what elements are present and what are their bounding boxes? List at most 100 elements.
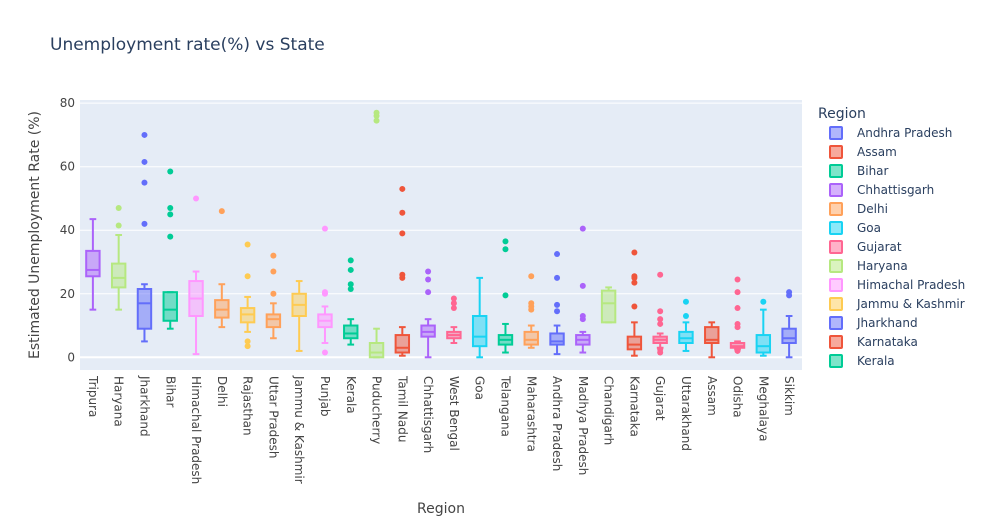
box-uttarakhand — [678, 298, 694, 352]
x-tick-label: Meghalaya — [756, 376, 770, 441]
legend-item: Assam — [829, 145, 897, 159]
y-tick-label: 60 — [60, 160, 75, 174]
outlier-point — [425, 276, 432, 283]
legend-item: Chhattisgarh — [829, 183, 934, 197]
outlier-point — [734, 320, 741, 327]
outlier-point — [399, 271, 406, 278]
iqr-box — [781, 327, 797, 344]
legend-swatch — [829, 126, 843, 140]
outlier-point — [528, 273, 535, 280]
outlier-point — [321, 289, 328, 296]
x-tick-label: Telangana — [498, 375, 512, 437]
box-goa — [471, 276, 488, 359]
legend-swatch — [829, 145, 843, 159]
box-madhya-pradesh — [575, 225, 591, 354]
iqr-box — [85, 249, 101, 278]
x-tick-label: Jammu & Kashmir — [292, 375, 306, 484]
outlier-point — [734, 289, 741, 296]
box-gujarat — [652, 271, 668, 356]
x-tick-label: Sikkim — [782, 376, 796, 416]
iqr-box — [265, 313, 282, 329]
box-delhi — [214, 208, 230, 329]
legend-swatch — [829, 183, 843, 197]
chart-title: Unemployment rate(%) vs State — [50, 35, 325, 55]
box-puducherry — [368, 109, 385, 359]
outlier-point — [425, 268, 432, 275]
outlier-point — [244, 338, 251, 345]
legend-title: Region — [818, 106, 866, 122]
outlier-point — [657, 346, 664, 353]
x-tick-label: Chandigarh — [602, 376, 616, 445]
legend-swatch — [829, 354, 843, 368]
legend-item: Haryana — [829, 259, 908, 273]
outlier-point — [786, 289, 793, 296]
outlier-point — [657, 316, 664, 323]
outlier-point — [450, 295, 457, 302]
legend-swatch — [829, 259, 843, 273]
box-jharkhand — [136, 131, 153, 343]
x-tick-label: Madhya Pradesh — [576, 376, 590, 475]
box-karnataka — [626, 249, 643, 357]
outlier-point — [631, 249, 638, 256]
legend-label: Kerala — [857, 354, 895, 368]
legend-swatch — [829, 164, 843, 178]
legend-item: Kerala — [829, 354, 895, 368]
outlier-point — [399, 185, 406, 192]
iqr-box — [343, 324, 359, 340]
outlier-point — [425, 289, 432, 296]
outlier-point — [347, 281, 354, 288]
x-tick-label: Uttar Pradesh — [266, 376, 280, 458]
legend-item: Bihar — [829, 164, 889, 178]
x-tick-label: Tripura — [86, 375, 100, 417]
outlier-point — [502, 292, 509, 299]
outlier-point — [657, 271, 664, 278]
outlier-point — [579, 313, 586, 319]
box-odisha — [729, 276, 746, 354]
box-west-bengal — [446, 295, 462, 344]
x-tick-label: West Bengal — [447, 376, 461, 451]
box-series — [85, 109, 797, 359]
box-assam — [704, 321, 720, 359]
box-uttar-pradesh — [265, 252, 282, 340]
outlier-point — [682, 298, 689, 305]
outlier-point — [347, 286, 354, 292]
box-andhra-pradesh — [549, 251, 565, 356]
y-tick-label: 40 — [60, 223, 75, 237]
y-axis-title: Estimated Unemployment Rate (%) — [27, 111, 43, 359]
box-tripura — [85, 218, 101, 311]
outlier-point — [244, 273, 251, 280]
outlier-point — [657, 320, 664, 327]
box-jammu-kashmir — [291, 280, 307, 352]
x-tick-label: Uttarakhand — [679, 376, 693, 451]
x-tick-label: Assam — [705, 376, 719, 416]
legend-item: Karnataka — [829, 335, 918, 349]
outlier-point — [347, 257, 354, 264]
x-tick-label: Himachal Pradesh — [189, 376, 203, 484]
legend-label: Delhi — [857, 202, 888, 216]
legend-swatch — [829, 202, 843, 216]
outlier-point — [554, 301, 561, 308]
outlier-point — [270, 268, 277, 275]
x-tick-label: Bihar — [163, 376, 177, 408]
box-telangana — [497, 238, 514, 354]
legend-swatch — [829, 316, 843, 330]
legend-label: Himachal Pradesh — [857, 278, 965, 292]
iqr-box — [600, 289, 617, 324]
box-rajasthan — [239, 241, 256, 350]
outlier-point — [502, 238, 509, 245]
iqr-box — [523, 330, 539, 346]
outlier-point — [141, 220, 148, 227]
outlier-point — [760, 298, 767, 305]
x-axis-ticks: Tripura Haryana Jharkhand Bihar Himachal Pra… — [86, 375, 796, 484]
y-axis-ticks: 0 20 40 60 80 — [60, 96, 75, 364]
outlier-point — [167, 233, 174, 240]
x-tick-label: Gujarat — [653, 376, 667, 421]
box-himachal-pradesh — [188, 195, 204, 356]
x-tick-label: Rajasthan — [241, 376, 255, 436]
legend-item: Goa — [829, 221, 881, 235]
legend-item: Delhi — [829, 202, 888, 216]
outlier-point — [554, 251, 561, 258]
legend-swatch — [829, 335, 843, 349]
x-tick-label: Goa — [473, 376, 487, 400]
